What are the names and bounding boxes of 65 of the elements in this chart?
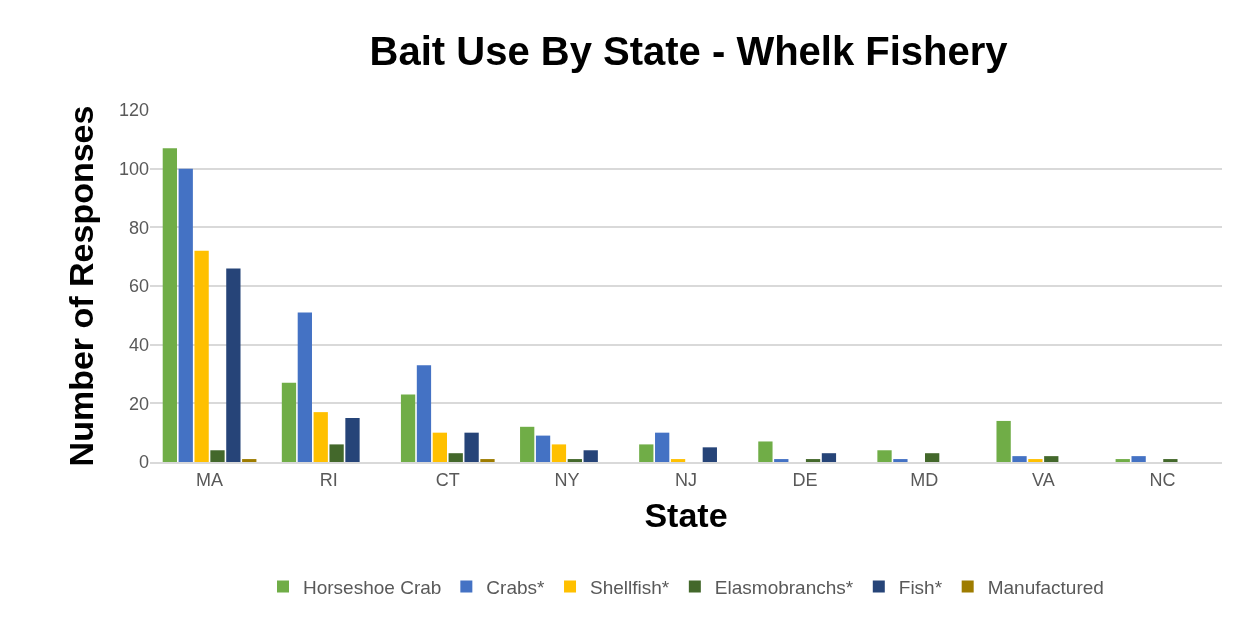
bar: [877, 450, 892, 462]
chart-title: Bait Use By State - Whelk Fishery: [369, 29, 1009, 74]
bar: [1012, 456, 1027, 462]
x-tick-label: CT: [435, 469, 460, 490]
x-tick-label: NC: [1149, 469, 1176, 490]
y-axis-title: Number of Responses: [61, 105, 100, 467]
bar: [242, 459, 257, 462]
bar: [1131, 456, 1146, 462]
bar: [226, 268, 241, 462]
bar: [551, 444, 567, 462]
bar: [178, 168, 193, 462]
y-tick-label: 60: [128, 276, 149, 297]
bar: [210, 450, 225, 462]
bar: [996, 420, 1011, 462]
bar: [702, 447, 717, 462]
x-tick-label: MA: [196, 469, 224, 490]
bar: [774, 459, 789, 462]
bar: [162, 148, 177, 462]
y-tick-label: 20: [128, 393, 149, 414]
bar: [297, 312, 312, 462]
bar: [520, 426, 535, 462]
bar: [758, 441, 773, 462]
legend-label: Horseshoe Crab: [303, 576, 442, 598]
bar: [1163, 459, 1178, 462]
bar: [448, 453, 463, 462]
bar: [1028, 459, 1043, 462]
bar: [893, 459, 908, 462]
bar: [925, 453, 940, 462]
x-tick-label: DE: [792, 469, 818, 490]
x-tick-label: NY: [554, 469, 580, 490]
bar: [432, 432, 447, 462]
x-tick-label: RI: [319, 469, 338, 490]
bar: [400, 394, 416, 462]
bar: [194, 250, 209, 462]
legend-label: Fish*: [898, 576, 943, 598]
bar: [1044, 456, 1059, 462]
bar: [655, 432, 670, 462]
bar: [480, 459, 495, 462]
bar: [583, 450, 598, 462]
bar: [1115, 459, 1130, 462]
legend-label: Elasmobranchs*: [714, 576, 854, 598]
bar: [281, 382, 297, 462]
x-tick-label: VA: [1031, 469, 1055, 490]
legend-label: Manufactured: [987, 576, 1104, 598]
bar: [670, 459, 686, 462]
legend-label: Crabs*: [486, 576, 546, 598]
x-tick-label: MD: [910, 469, 939, 490]
bar: [313, 412, 328, 462]
bar: [416, 365, 432, 462]
legend-label: Shellfish*: [590, 576, 670, 598]
y-tick-label: 120: [118, 100, 149, 121]
bar: [345, 418, 360, 462]
bar: [329, 444, 344, 462]
bar: [821, 453, 837, 462]
bar: [639, 444, 654, 462]
x-tick-label: NJ: [675, 469, 697, 490]
bar: [567, 459, 582, 462]
y-tick-label: 0: [138, 452, 149, 473]
bar: [805, 459, 821, 462]
bar: [464, 432, 479, 462]
y-tick-label: 80: [128, 217, 149, 238]
y-tick-label: 100: [118, 158, 149, 179]
bar: [535, 435, 551, 462]
y-tick-label: 40: [128, 334, 149, 355]
x-axis-title: State: [644, 496, 728, 535]
